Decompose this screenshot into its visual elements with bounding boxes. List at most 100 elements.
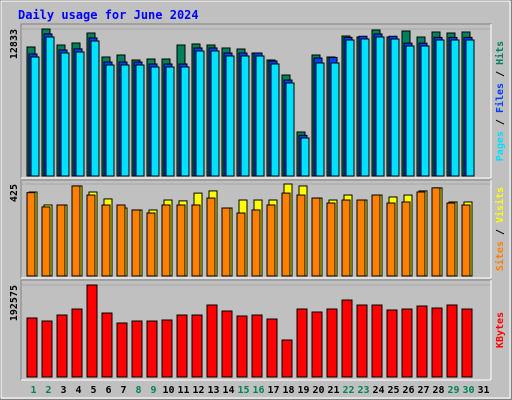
bar — [146, 212, 156, 277]
bar — [221, 310, 233, 378]
x-tick-label: 29 — [447, 385, 459, 396]
bar — [341, 299, 353, 378]
y-tick-label: 425 — [9, 184, 20, 202]
legend: Sites / Visits — [494, 187, 506, 271]
x-tick-label: 10 — [162, 385, 174, 396]
x-tick-label: 23 — [357, 385, 369, 396]
x-tick-label: 15 — [237, 385, 249, 396]
x-tick-label: 2 — [45, 385, 51, 396]
bar — [465, 39, 475, 177]
bar — [431, 187, 441, 277]
bar — [266, 204, 276, 277]
x-tick-label: 25 — [387, 385, 399, 396]
bar — [195, 50, 205, 177]
bar — [210, 50, 220, 177]
x-tick-label: 16 — [252, 385, 264, 396]
bar — [296, 194, 306, 277]
bar — [206, 197, 216, 277]
x-tick-label: 1 — [30, 385, 36, 396]
bar — [285, 82, 295, 177]
bar — [30, 56, 40, 177]
bar — [116, 322, 128, 378]
x-tick-label: 6 — [105, 385, 111, 396]
x-tick-label: 19 — [297, 385, 309, 396]
bar — [401, 201, 411, 277]
bar — [45, 36, 55, 177]
bar — [191, 204, 201, 277]
x-tick-label: 4 — [75, 385, 81, 396]
bar — [86, 194, 96, 277]
x-tick-label: 20 — [312, 385, 324, 396]
bar — [416, 305, 428, 378]
bar — [446, 304, 458, 378]
bar — [326, 308, 338, 378]
x-tick-label: 8 — [135, 385, 141, 396]
legend-entry: Sites — [494, 241, 506, 271]
bar — [390, 38, 400, 177]
legend-entry: Hits — [494, 41, 506, 65]
bar — [176, 204, 186, 277]
bar — [221, 207, 231, 277]
bar — [206, 304, 218, 378]
x-tick-label: 14 — [222, 385, 234, 396]
bar — [341, 199, 351, 277]
bar — [356, 304, 368, 378]
bar — [236, 315, 248, 378]
bar — [266, 318, 278, 378]
bar — [345, 39, 355, 177]
legend-entry: Visits — [494, 187, 506, 223]
bar — [75, 51, 85, 177]
bar — [86, 284, 98, 378]
y-tick-label: 192575 — [9, 285, 20, 321]
bar — [161, 204, 171, 277]
x-tick-label: 5 — [90, 385, 96, 396]
legend-entry: Pages — [495, 131, 506, 161]
x-tick-label: 18 — [282, 385, 294, 396]
bar — [446, 202, 456, 277]
legend-separator: / — [495, 223, 506, 241]
bar — [386, 202, 396, 277]
x-tick-label: 28 — [432, 385, 444, 396]
x-tick-label: 17 — [267, 385, 279, 396]
bar — [131, 320, 143, 378]
bar — [191, 314, 203, 378]
bar — [165, 66, 175, 177]
bar — [401, 308, 413, 378]
bar — [225, 55, 235, 177]
bar — [420, 45, 430, 177]
bar — [281, 339, 293, 378]
x-tick-label: 12 — [192, 385, 204, 396]
x-tick-label: 24 — [372, 385, 384, 396]
bar — [120, 64, 130, 177]
bar — [356, 199, 366, 277]
bar — [435, 39, 445, 177]
bar — [431, 307, 443, 378]
legend: KBytes — [495, 312, 506, 348]
bar — [416, 191, 426, 277]
x-tick-label: 27 — [417, 385, 429, 396]
bar — [26, 192, 36, 277]
bar — [315, 62, 325, 177]
bar — [150, 66, 160, 177]
x-tick-label: 22 — [342, 385, 354, 396]
bar — [90, 40, 100, 177]
legend-entry: KBytes — [495, 312, 506, 348]
bar — [360, 38, 370, 177]
bar — [180, 66, 190, 177]
bar — [405, 45, 415, 177]
x-tick-label: 13 — [207, 385, 219, 396]
x-tick-label: 30 — [462, 385, 474, 396]
bar — [71, 185, 81, 277]
bar — [26, 317, 38, 378]
bar — [71, 308, 83, 378]
bar — [240, 55, 250, 177]
bar — [236, 212, 246, 277]
x-tick-label: 31 — [477, 385, 489, 396]
x-tick-label: 26 — [402, 385, 414, 396]
bar — [176, 314, 188, 378]
x-tick-label: 3 — [60, 385, 66, 396]
bar — [300, 137, 310, 177]
bar — [41, 206, 51, 277]
bar — [311, 311, 323, 378]
